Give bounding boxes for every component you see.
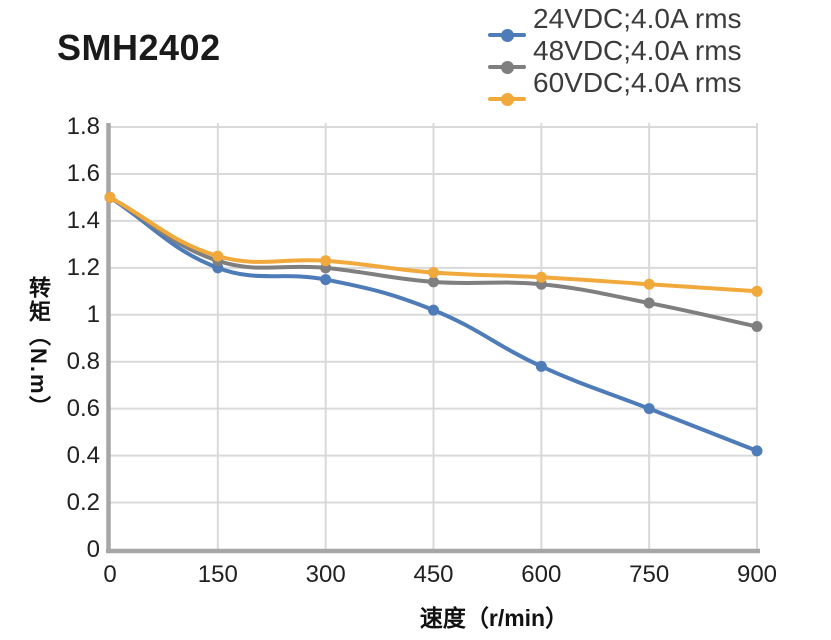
data-point-marker bbox=[751, 321, 763, 333]
y-tick-label: 0.6 bbox=[66, 394, 100, 422]
data-point-marker bbox=[643, 297, 655, 309]
data-point-marker bbox=[104, 191, 116, 203]
y-axis-title: 转矩（N.m） bbox=[26, 276, 51, 420]
data-point-marker bbox=[428, 276, 439, 288]
series-marker-48vdc-icon bbox=[488, 60, 526, 74]
data-point-marker bbox=[428, 304, 439, 316]
legend-item-24vdc: 24VDC;4.0A rms bbox=[488, 3, 742, 42]
data-point-marker bbox=[643, 403, 655, 415]
y-tick-label: 1.8 bbox=[66, 113, 100, 140]
data-point-marker bbox=[320, 274, 332, 286]
legend-label-24vdc: 24VDC;4.0A rms bbox=[533, 3, 742, 34]
x-tick-label: 0 bbox=[103, 561, 117, 588]
y-tick-label: 1.6 bbox=[66, 159, 100, 187]
x-tick-label: 150 bbox=[197, 561, 238, 588]
y-tick-label: 0.4 bbox=[66, 441, 100, 469]
series-marker-60vdc-icon bbox=[488, 92, 526, 106]
x-tick-label: 450 bbox=[413, 561, 454, 588]
y-tick-label: 1.2 bbox=[66, 253, 100, 281]
y-tick-label: 1 bbox=[86, 300, 100, 328]
y-tick-label: 0.8 bbox=[66, 347, 100, 375]
legend-label-48vdc: 48VDC;4.0A rms bbox=[533, 35, 742, 66]
data-point-marker bbox=[320, 255, 332, 267]
data-point-marker bbox=[535, 360, 547, 372]
y-tick-label: 1.4 bbox=[66, 206, 100, 234]
legend-item-60vdc: 60VDC;4.0A rms bbox=[488, 67, 742, 106]
data-point-marker bbox=[643, 278, 655, 290]
x-tick-label: 600 bbox=[521, 561, 562, 588]
x-tick-label: 750 bbox=[629, 561, 670, 588]
data-point-marker bbox=[535, 271, 547, 283]
data-point-marker bbox=[751, 285, 763, 297]
data-point-marker bbox=[212, 250, 224, 262]
x-axis-title: 速度（r/min） bbox=[419, 605, 569, 631]
y-tick-label: 0 bbox=[86, 535, 100, 563]
legend-item-48vdc: 48VDC;4.0A rms bbox=[488, 35, 742, 74]
y-tick-label: 0.2 bbox=[66, 488, 100, 516]
legend: 24VDC;4.0A rms 48VDC;4.0A rms 60VDC;4.0A… bbox=[488, 3, 742, 106]
legend-label-60vdc: 60VDC;4.0A rms bbox=[533, 67, 742, 98]
x-tick-label: 300 bbox=[305, 561, 346, 588]
series-marker-24vdc-icon bbox=[488, 28, 526, 42]
data-point-marker bbox=[428, 267, 439, 279]
data-point-marker bbox=[751, 445, 763, 457]
chart-title: SMH2402 bbox=[57, 27, 221, 68]
x-tick-label: 900 bbox=[736, 561, 778, 588]
